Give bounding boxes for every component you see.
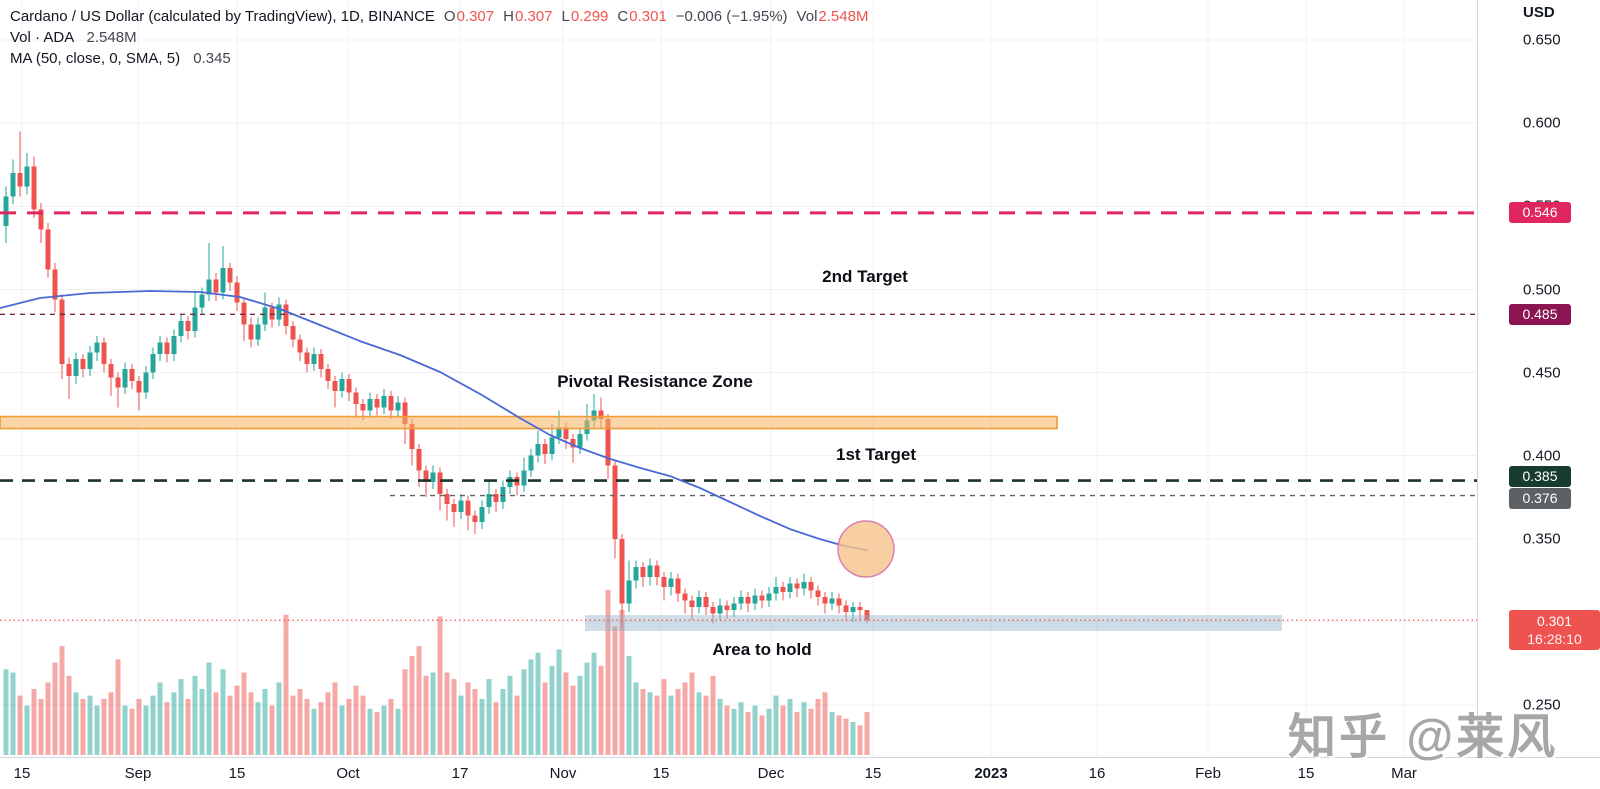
ma-indicator-label: MA (50, close, 0, SMA, 5)	[10, 50, 181, 67]
ohlc-value-O: 0.307	[456, 8, 495, 25]
price-tick-0.500: 0.500	[1523, 281, 1561, 299]
vol-key: Vol	[796, 8, 818, 25]
annotation-first-target[interactable]: 1st Target	[836, 445, 916, 464]
time-tick-Sep: Sep	[124, 765, 152, 782]
volume-indicator-value: 2.548M	[86, 29, 137, 46]
annotation-second-target[interactable]: 2nd Target	[822, 267, 908, 286]
ohlc-value-C: 0.301	[629, 8, 667, 25]
time-tick-15: 15	[1297, 765, 1315, 782]
time-tick-17: 17	[451, 765, 469, 782]
legend-volume-row: Vol · ADA 2.548M	[10, 27, 868, 48]
volume-indicator-label: Vol · ADA	[10, 29, 74, 46]
time-tick-15: 15	[228, 765, 246, 782]
last-price-value: 0.301	[1536, 613, 1573, 630]
volume-series	[3, 590, 870, 755]
price-axis-unit: USD	[1523, 4, 1555, 21]
highlight-circle[interactable]	[837, 520, 895, 578]
ohlc-key-C: C	[617, 8, 629, 25]
price-label-0.385: 0.385	[1509, 466, 1571, 488]
last-price-label: 0.301 16:28:10	[1509, 610, 1600, 651]
bar-countdown: 16:28:10	[1527, 631, 1582, 648]
time-tick-Feb: Feb	[1195, 765, 1221, 782]
price-label-0.546: 0.546	[1509, 202, 1571, 224]
annotation-area-to-hold[interactable]: Area to hold	[712, 640, 812, 659]
time-tick-Dec: Dec	[757, 765, 785, 782]
ohlc-value-H: 0.307	[514, 8, 553, 25]
candlestick-series	[3, 131, 870, 629]
ohlc-value-L: 0.299	[570, 8, 609, 25]
price-tick-0.350: 0.350	[1523, 530, 1561, 548]
ohlc-key-H: H	[503, 8, 514, 25]
time-tick-15: 15	[13, 765, 31, 782]
ohlc-key-O: O	[443, 8, 456, 25]
ma50-line	[0, 290, 868, 551]
time-tick-16: 16	[1088, 765, 1106, 782]
time-axis[interactable]: 15 Sep 15 Oct 17 Nov 15 Dec 15 2023 16 Feb 15 Mar	[0, 757, 1600, 789]
area-to-hold-band[interactable]	[585, 615, 1282, 632]
change-value: −0.006 (−1.95%)	[675, 8, 788, 25]
price-level-lines[interactable]	[0, 211, 1477, 621]
price-chart-canvas[interactable]	[0, 0, 1477, 757]
time-tick-2023: 2023	[974, 765, 1008, 782]
price-tick-0.650: 0.650	[1523, 31, 1561, 49]
symbol-title: Cardano / US Dollar (calculated by Tradi…	[10, 8, 435, 25]
price-label-0.376: 0.376	[1509, 488, 1571, 510]
zone-drawings[interactable]	[0, 415, 1282, 632]
chart-legend[interactable]: Cardano / US Dollar (calculated by Tradi…	[10, 6, 868, 69]
time-tick-Oct: Oct	[336, 765, 360, 782]
price-axis[interactable]: USD 0.6500.6000.5500.5000.4500.4000.3500…	[1477, 0, 1600, 757]
price-tick-0.450: 0.450	[1523, 364, 1561, 382]
time-tick-Mar: Mar	[1391, 765, 1417, 782]
price-tick-0.400: 0.400	[1523, 447, 1561, 465]
price-label-0.485: 0.485	[1509, 303, 1571, 325]
time-tick-Nov: Nov	[549, 765, 577, 782]
grid-lines	[0, 0, 1477, 757]
time-tick-15: 15	[652, 765, 670, 782]
legend-ma-row: MA (50, close, 0, SMA, 5) 0.345	[10, 48, 868, 69]
ohlc-key-L: L	[561, 8, 570, 25]
vol-value: 2.548M	[818, 8, 869, 25]
price-tick-0.600: 0.600	[1523, 114, 1561, 132]
ma-indicator-value: 0.345	[193, 50, 231, 67]
annotation-pivotal-resistance-zone[interactable]: Pivotal Resistance Zone	[557, 372, 753, 391]
legend-symbol-row: Cardano / US Dollar (calculated by Tradi…	[10, 6, 868, 27]
price-tick-0.250: 0.250	[1523, 696, 1561, 714]
time-tick-15: 15	[864, 765, 882, 782]
